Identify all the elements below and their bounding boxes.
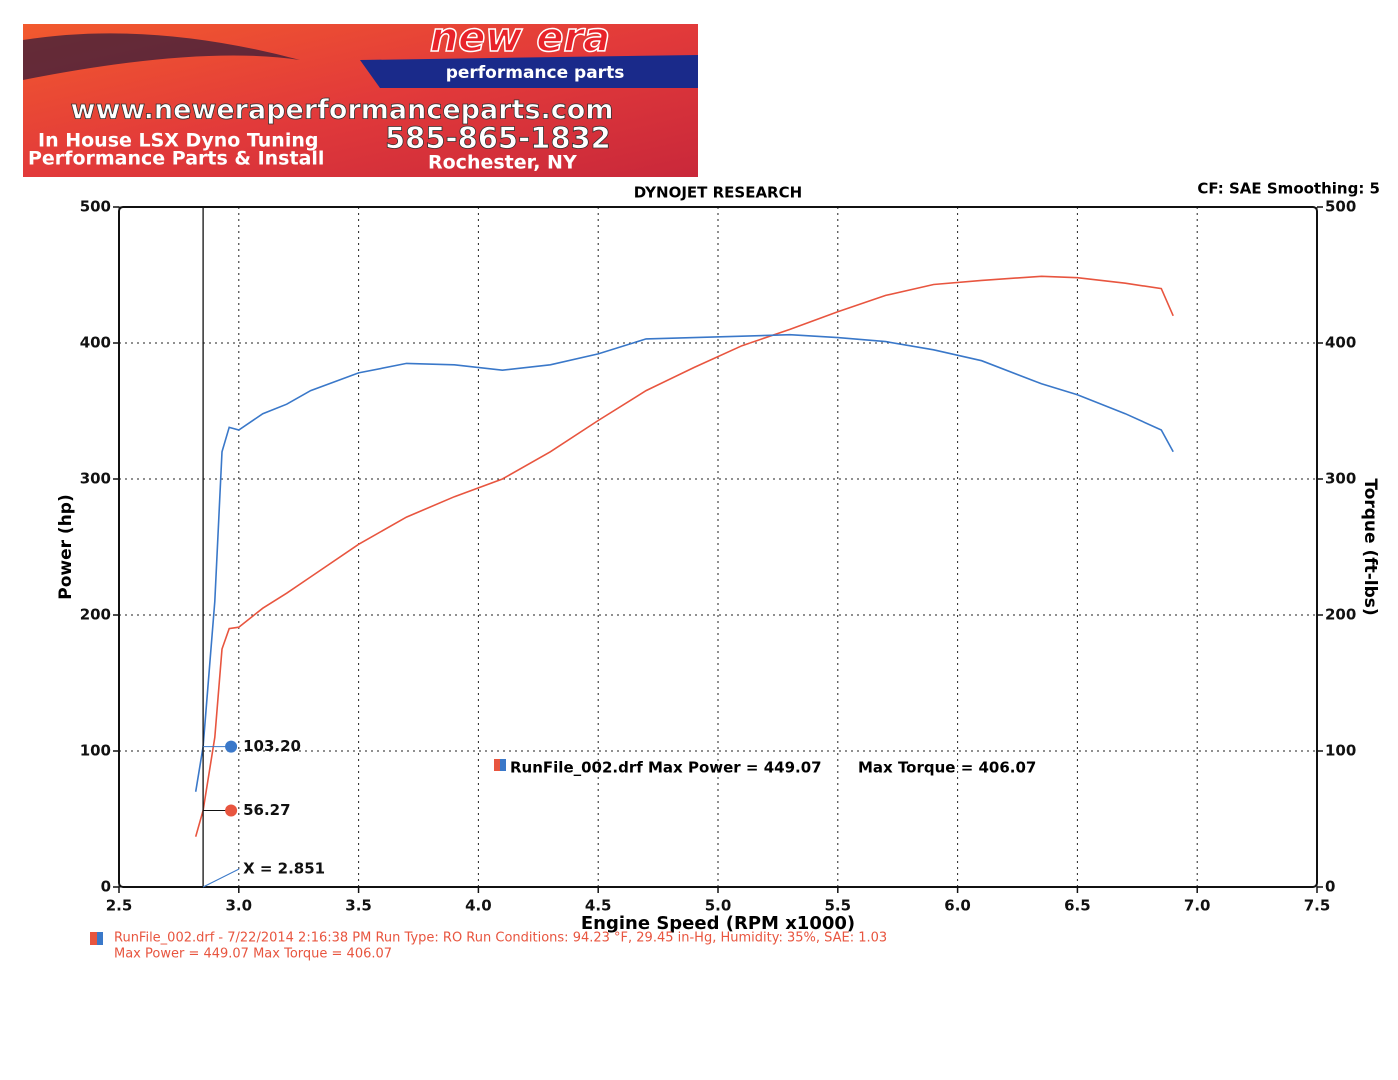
cursor-x-label: X = 2.851	[243, 860, 325, 878]
x-tick-label: 6.5	[1064, 897, 1091, 915]
footer-swatch-half	[90, 932, 97, 945]
legend-run: RunFile_002.drf Max Power = 449.07	[510, 759, 822, 777]
footer-line: Max Power = 449.07 Max Torque = 406.07	[114, 947, 392, 962]
x-axis-label: Engine Speed (RPM x1000)	[581, 913, 855, 934]
y2-axis-label: Torque (ft-lbs)	[1360, 478, 1380, 615]
chart-subtitle: CF: SAE Smoothing: 5	[1197, 180, 1380, 198]
x-tick-label: 5.5	[825, 897, 852, 915]
y-tick-label: 100	[80, 742, 111, 760]
y-tick-label: 400	[80, 334, 111, 352]
legend-torque: Max Torque = 406.07	[858, 759, 1036, 777]
cursor-dot	[225, 740, 238, 753]
x-tick-label: 6.0	[944, 897, 971, 915]
y-tick-label: 300	[80, 470, 111, 488]
banner-url: www.neweraperformanceparts.com	[71, 95, 614, 126]
cursor-label-leader	[202, 868, 240, 888]
x-tick-label: 5.0	[705, 897, 732, 915]
y2-tick-label: 100	[1325, 742, 1356, 760]
banner-brand: new era	[430, 15, 610, 61]
x-tick-label: 4.0	[465, 897, 492, 915]
series-line	[194, 275, 1174, 837]
legend-swatch-half	[494, 759, 500, 771]
y2-tick-label: 400	[1325, 334, 1356, 352]
x-tick-label: 3.0	[226, 897, 253, 915]
banner-tagline: performance parts	[446, 63, 625, 83]
cursor-value-label: 56.27	[243, 801, 290, 819]
plot-frame	[118, 206, 1318, 888]
y-tick-label: 500	[80, 198, 111, 216]
banner-phone: 585-865-1832	[385, 121, 611, 155]
footer-line: RunFile_002.drf - 7/22/2014 2:16:38 PM R…	[114, 931, 887, 946]
x-tick-label: 2.5	[106, 897, 133, 915]
series-line	[194, 333, 1174, 792]
banner-line1: In House LSX Dyno Tuning	[38, 130, 318, 152]
y-axis-label: Power (hp)	[56, 494, 76, 600]
chart-title: DYNOJET RESEARCH	[634, 184, 802, 202]
y-tick-label: 0	[101, 878, 111, 896]
banner-stripe	[360, 55, 698, 88]
banner-city: Rochester, NY	[428, 152, 577, 174]
x-tick-label: 3.5	[345, 897, 372, 915]
y2-tick-label: 500	[1325, 198, 1356, 216]
y2-tick-label: 200	[1325, 606, 1356, 624]
banner-line2: Performance Parts & Install	[28, 148, 324, 170]
cursor-dot	[225, 804, 238, 817]
y2-tick-label: 300	[1325, 470, 1356, 488]
x-tick-label: 4.5	[585, 897, 612, 915]
banner-swoosh	[23, 33, 300, 80]
x-tick-label: 7.0	[1184, 897, 1211, 915]
x-tick-label: 7.5	[1304, 897, 1331, 915]
y2-tick-label: 0	[1325, 878, 1335, 896]
y-tick-label: 200	[80, 606, 111, 624]
cursor-value-label: 103.20	[243, 737, 301, 755]
